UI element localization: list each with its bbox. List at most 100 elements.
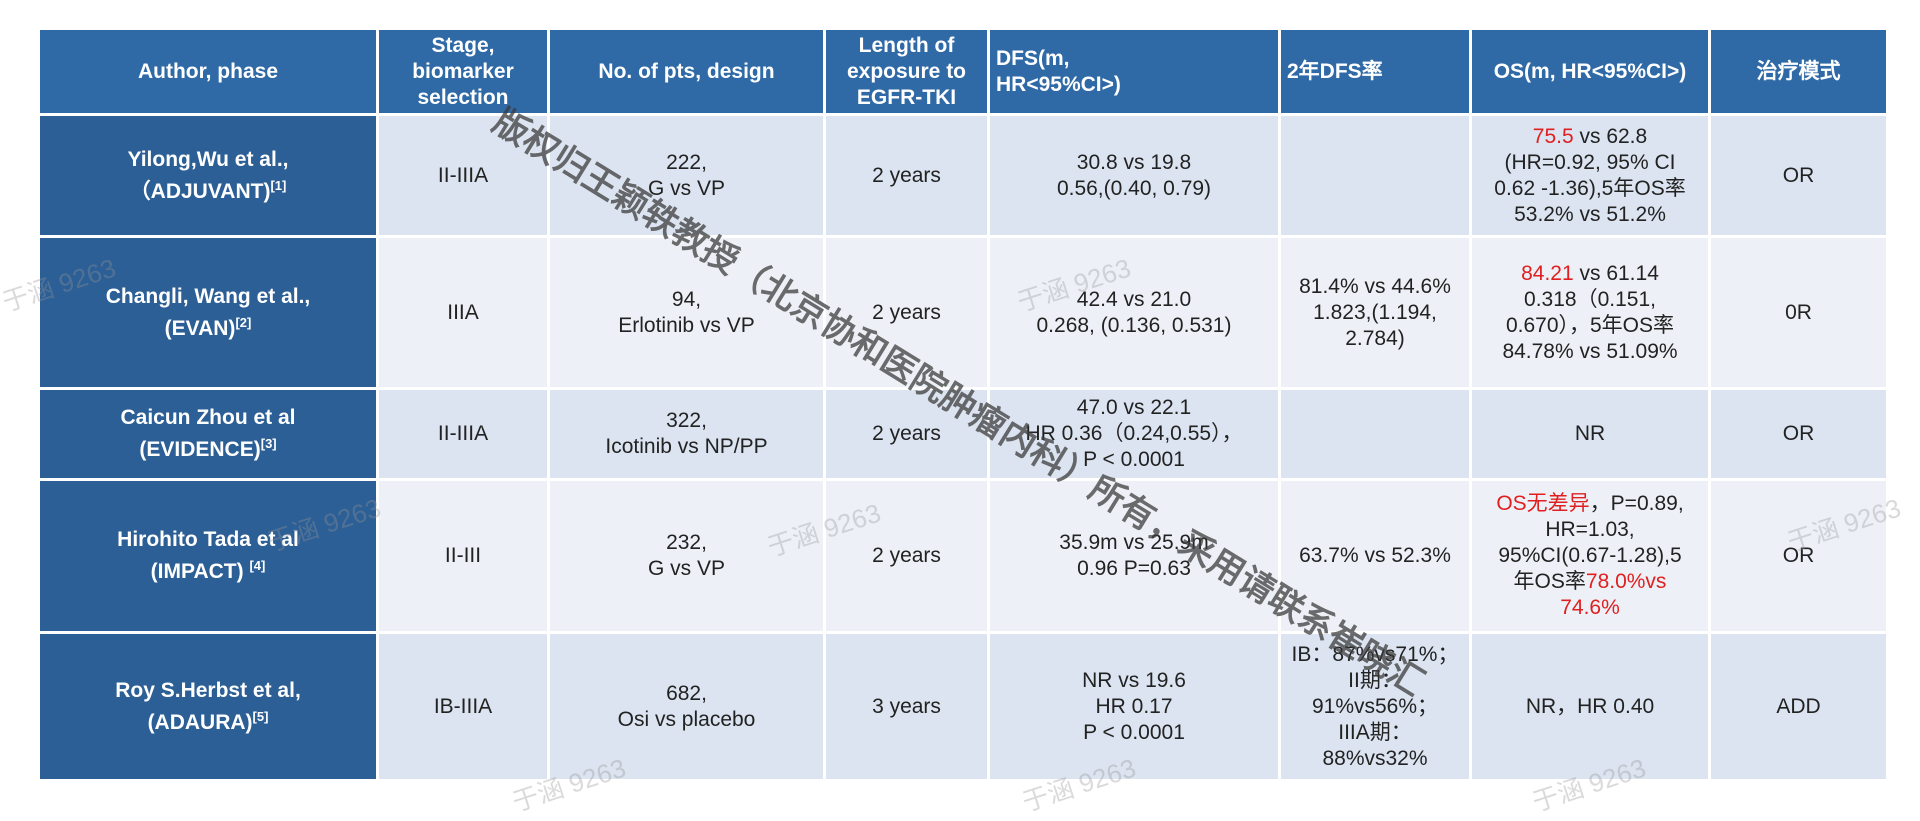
cell-line: NR xyxy=(1574,422,1606,445)
cell-line: ADD xyxy=(1776,694,1821,718)
table-cell: II-IIIA xyxy=(376,387,550,481)
cell-line: 2 years xyxy=(872,544,941,567)
table-cell: 94, Erlotinib vs VP xyxy=(547,235,826,390)
table-cell: IB：87%vs71%； II期： 91%vs56%； IIIA期： 88%vs32% xyxy=(1278,631,1472,782)
text-run: 78.0%vs xyxy=(1585,570,1667,593)
header-cell: No. of pts, design xyxy=(547,27,826,116)
cell-line: (IMPACT) [4] xyxy=(46,553,370,585)
cell-line: 94, xyxy=(671,287,702,311)
table-cell: 0R xyxy=(1708,235,1889,390)
cell-line: Osi vs placebo xyxy=(617,707,756,731)
cell-line: 47.0 vs 22.1 xyxy=(1076,396,1192,419)
cell-line: Length of xyxy=(858,33,955,57)
cell-line: OR xyxy=(1782,422,1815,445)
text-run: (EVIDENCE) xyxy=(139,438,261,461)
cell-line: 2 years xyxy=(872,163,941,187)
table-cell: II-III xyxy=(376,478,550,634)
table-row: Changli, Wang et al., (EVAN)[2] IIIA 94, Erl… xyxy=(37,235,1889,390)
text-run: OS无差异 xyxy=(1496,492,1590,515)
cell-line: 95%CI(0.67-1.28),5 xyxy=(1498,544,1682,567)
table-cell: 682, Osi vs placebo xyxy=(547,631,826,782)
text-run: (ADAURA) xyxy=(147,710,253,734)
cell-line: 75.5 vs 62.8 xyxy=(1478,124,1702,150)
cell-line: IB：87%vs71%； xyxy=(1291,642,1459,666)
table-cell: OS无差异，P=0.89, HR=1.03, 95%CI(0.67-1.28),5 年… xyxy=(1469,478,1711,634)
table-cell: NR，HR 0.40 xyxy=(1469,631,1711,782)
header-cell: Stage, biomarker selection xyxy=(376,27,550,116)
cell-line: 2年DFS率 xyxy=(1287,59,1383,83)
table-cell: 3 years xyxy=(823,631,990,782)
table-cell xyxy=(1278,387,1472,481)
cell-line: Stage, xyxy=(431,33,495,57)
cell-line: II期： xyxy=(1348,668,1402,692)
cell-line: 2 years xyxy=(872,300,941,324)
cell-line: Icotinib vs NP/PP xyxy=(605,435,768,458)
header-cell: Author, phase xyxy=(37,27,379,116)
cell-line: 0R xyxy=(1785,300,1812,324)
header-cell: Length of exposure to EGFR-TKI xyxy=(823,27,990,116)
table-cell: NR vs 19.6 HR 0.17 P < 0.0001 xyxy=(987,631,1281,782)
table-cell: IIIA xyxy=(376,235,550,390)
table-cell: OR xyxy=(1708,478,1889,634)
table-row: Yilong,Wu et al., （ADJUVANT)[1] II-IIIA 222… xyxy=(37,113,1889,238)
text-run: ，P=0.89, xyxy=(1589,492,1684,515)
cell-line: IIIA期： xyxy=(1338,720,1412,744)
reference: [1] xyxy=(270,177,287,193)
cell-line: DFS(m, xyxy=(996,46,1070,70)
cell-line: OR xyxy=(1782,163,1815,187)
table-cell: 2 years xyxy=(823,387,990,481)
cell-line: Changli, Wang et al., xyxy=(105,284,311,308)
cell-line: Yilong,Wu et al., xyxy=(127,147,289,171)
cell-line: HR 0.17 xyxy=(1095,694,1173,718)
table-cell xyxy=(1278,113,1472,238)
table-cell: NR xyxy=(1469,387,1711,481)
cell-line: II-III xyxy=(444,544,482,567)
comparison-table: Author, phase Stage, biomarker selection No.… xyxy=(37,27,1889,782)
cell-line: (HR=0.92, 95% CI xyxy=(1504,150,1676,174)
table-cell: IB-IIIA xyxy=(376,631,550,782)
cell-line: 3 years xyxy=(872,694,941,718)
cell-line: G vs VP xyxy=(647,557,726,580)
cell-line: P < 0.0001 xyxy=(1083,448,1185,471)
cell-line: 63.7% vs 52.3% xyxy=(1299,544,1451,567)
cell-line: 91%vs56%； xyxy=(1311,694,1439,718)
cell-line: 682, xyxy=(666,681,707,705)
cell-line: 35.9m vs 25.9m xyxy=(1059,531,1209,554)
cell-line: 322, xyxy=(666,409,707,432)
author-cell: Hirohito Tada et al (IMPACT) [4] xyxy=(37,478,379,634)
cell-line: 2.784) xyxy=(1345,326,1405,350)
table-row: Caicun Zhou et al (EVIDENCE)[3] II-IIIA 322… xyxy=(37,387,1889,481)
cell-line: OR xyxy=(1782,544,1815,567)
reference: [5] xyxy=(252,708,269,724)
cell-line: P < 0.0001 xyxy=(1083,720,1185,744)
cell-line: II-IIIA xyxy=(437,163,489,187)
cell-line: (EVAN)[2] xyxy=(46,310,370,342)
cell-line: IB-IIIA xyxy=(433,694,493,718)
cell-line: G vs VP xyxy=(647,176,726,200)
cell-line: OS(m, HR<95%CI>) xyxy=(1493,59,1687,83)
table-cell: 232, G vs VP xyxy=(547,478,826,634)
table-cell: 63.7% vs 52.3% xyxy=(1278,478,1472,634)
cell-line: Hirohito Tada et al xyxy=(117,528,299,551)
author-cell: Changli, Wang et al., (EVAN)[2] xyxy=(37,235,379,390)
table-row: Roy S.Herbst et al, (ADAURA)[5] IB-IIIA 682… xyxy=(37,631,1889,782)
table-cell: OR xyxy=(1708,387,1889,481)
cell-line: 年OS率78.0%vs xyxy=(1478,569,1702,595)
author-cell: Roy S.Herbst et al, (ADAURA)[5] xyxy=(37,631,379,782)
cell-line: HR 0.36（0.24,0.55）， xyxy=(1025,422,1243,445)
cell-line: OS无差异，P=0.89, xyxy=(1478,491,1702,517)
author-cell: Caicun Zhou et al (EVIDENCE)[3] xyxy=(37,387,379,481)
text-run: (EVAN) xyxy=(164,316,236,340)
text-run: vs 61.14 xyxy=(1573,261,1659,285)
table-cell: 84.21 vs 61.14 0.318（0.151, 0.670），5年OS率 84… xyxy=(1469,235,1711,390)
cell-line: 30.8 vs 19.8 xyxy=(1076,150,1192,174)
cell-line: 88%vs32% xyxy=(1322,746,1428,770)
cell-line: 84.78% vs 51.09% xyxy=(1502,339,1678,363)
cell-line: EGFR-TKI xyxy=(856,85,957,109)
cell-line: 1.823,(1.194, xyxy=(1313,300,1437,324)
cell-line: 222, xyxy=(666,150,707,174)
cell-line: Caicun Zhou et al xyxy=(120,406,296,429)
cell-line: NR vs 19.6 xyxy=(1082,668,1186,692)
cell-line: 74.6% xyxy=(1478,595,1702,621)
